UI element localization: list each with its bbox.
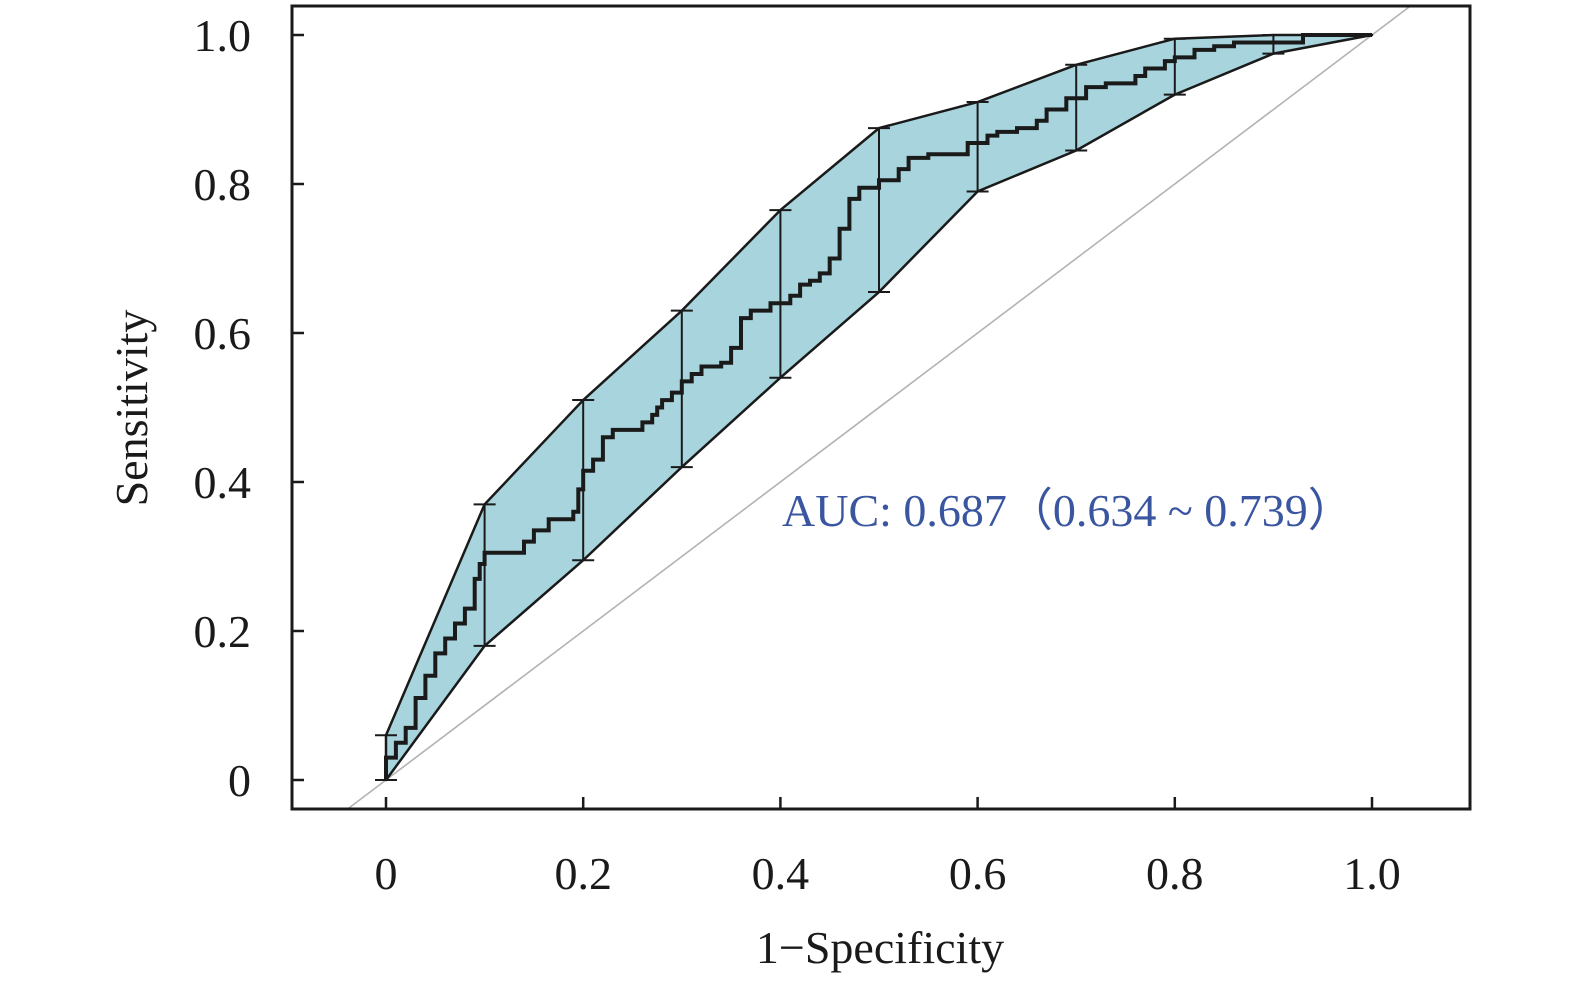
error-bar-layer	[375, 34, 1285, 781]
x-tick-label: 0.4	[752, 848, 810, 899]
roc-curve	[384, 33, 1372, 780]
x-tick-label: 0.8	[1146, 848, 1204, 899]
x-tick-label: 0.6	[949, 848, 1007, 899]
y-axis-label: Sensitivity	[106, 310, 157, 507]
y-tick-label: 0	[228, 755, 251, 806]
axis-layer: 0 0.2 0.4 0.6 0.8 1.0 0 0.2 0.4 0.6 0.8 1.0	[194, 10, 1401, 899]
x-tick-label: 0.2	[554, 848, 612, 899]
y-tick-label: 0.8	[194, 159, 252, 210]
x-tick-label: 0	[375, 848, 398, 899]
y-tick-label: 1.0	[194, 10, 252, 61]
y-tick-label: 0.2	[194, 606, 252, 657]
auc-annotation: AUC: 0.687（0.634 ~ 0.739）	[782, 485, 1354, 536]
y-tick-label: 0.6	[194, 308, 252, 359]
y-tick-label: 0.4	[194, 457, 252, 508]
plot-frame	[290, 4, 1472, 811]
reference-diagonal-line	[346, 6, 1412, 809]
reference-line-layer	[346, 6, 1412, 809]
x-axis-label: 1−Specificity	[756, 922, 1004, 973]
roc-curve-layer	[384, 33, 1372, 780]
x-tick-label: 1.0	[1343, 848, 1401, 899]
